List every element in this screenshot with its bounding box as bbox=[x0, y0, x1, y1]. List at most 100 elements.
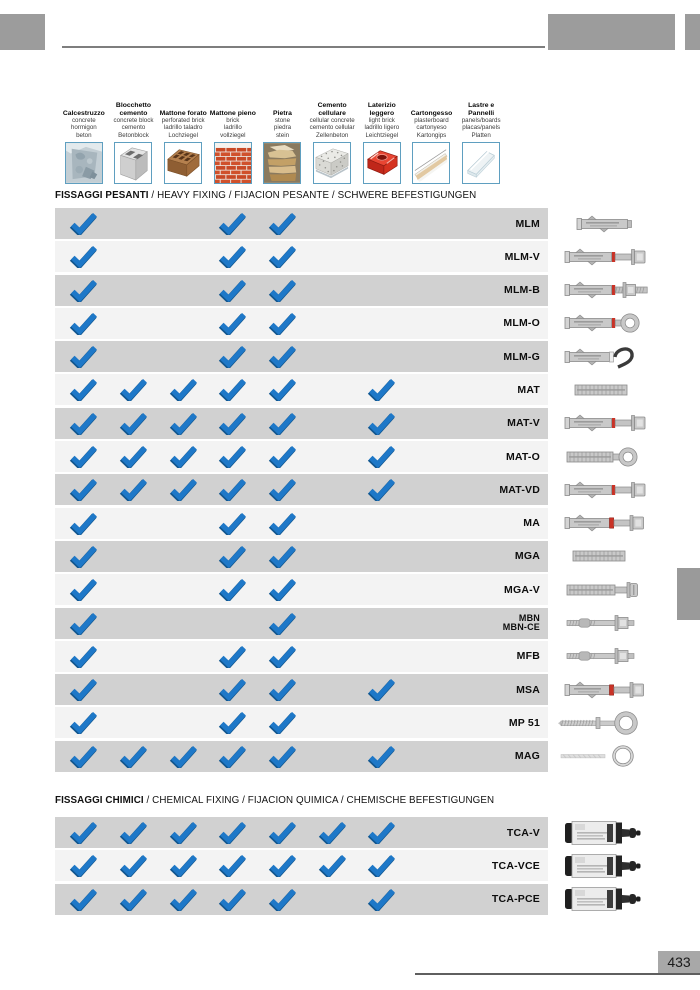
material-translation: beton bbox=[76, 131, 92, 139]
check-icon bbox=[119, 822, 147, 844]
compat-mat-v-mattone-forato bbox=[158, 408, 208, 439]
compat-mfb-calcestruzzo bbox=[59, 641, 109, 672]
compat-mat-vd-mattone-forato bbox=[158, 474, 208, 505]
compat-mat-v-blocchetto-cemento bbox=[109, 408, 159, 439]
compat-tca-vce-mattone-forato bbox=[158, 850, 208, 881]
check-icon bbox=[318, 855, 346, 878]
material-translation: Leichtziegel bbox=[365, 131, 399, 139]
compat-mat-cemento-cellulare bbox=[307, 374, 357, 405]
compat-mlm-v-mattone-forato bbox=[158, 241, 208, 272]
compat-mlm-o-laterizio-leggero bbox=[357, 308, 407, 339]
compat-mag-calcestruzzo bbox=[59, 741, 109, 772]
check-icon bbox=[169, 822, 197, 844]
anchor-knurled-icon bbox=[557, 541, 654, 571]
material-name: Lastre e Pannelli bbox=[468, 101, 495, 117]
compatibility-checks bbox=[59, 341, 506, 372]
compat-tca-vce-cartongesso bbox=[407, 850, 457, 881]
compat-mfb-laterizio-leggero bbox=[357, 641, 407, 672]
compatibility-checks bbox=[59, 308, 506, 339]
compat-mat-vd-blocchetto-cemento bbox=[109, 474, 159, 505]
stone-icon bbox=[263, 142, 302, 184]
compat-msa-mattone-pieno bbox=[208, 674, 258, 705]
compat-mag-cemento-cellulare bbox=[307, 741, 357, 772]
material-translation: ladrillo ligero bbox=[364, 124, 400, 132]
compat-mga-v-laterizio-leggero bbox=[357, 574, 407, 605]
anchor-red-collar-bolt-icon bbox=[557, 508, 654, 538]
compat-mat-o-pietra bbox=[258, 441, 308, 472]
anchor-sleeve-hook-icon bbox=[557, 342, 654, 372]
compat-tca-v-cartongesso bbox=[407, 817, 457, 848]
product-label: MLM-V bbox=[504, 250, 540, 263]
product-label: TCA-PCE bbox=[491, 893, 540, 906]
check-icon bbox=[70, 645, 98, 668]
anchor-sleeve-eye-icon bbox=[557, 308, 654, 338]
compat-mat-vd-calcestruzzo bbox=[59, 474, 109, 505]
section-title-chemical-fixing: FISSAGGI CHIMICI / CHEMICAL FIXING / FIJ… bbox=[55, 795, 494, 806]
compat-mga-calcestruzzo bbox=[59, 541, 109, 572]
compat-mag-laterizio-leggero bbox=[357, 741, 407, 772]
page-edge-tab bbox=[677, 568, 700, 620]
check-icon bbox=[318, 822, 346, 844]
compatibility-checks bbox=[59, 508, 506, 539]
check-icon bbox=[70, 312, 98, 335]
compat-mga-pietra bbox=[258, 541, 308, 572]
material-translation: concrete block bbox=[113, 117, 154, 125]
compat-mga-lastre-e-pannelli bbox=[456, 541, 506, 572]
compat-mlm-b-cemento-cellulare bbox=[307, 275, 357, 306]
compat-mag-pietra bbox=[258, 741, 308, 772]
compat-mlm-v-cartongesso bbox=[407, 241, 457, 272]
compat-mga-v-cartongesso bbox=[407, 574, 457, 605]
check-icon bbox=[169, 412, 197, 435]
compat-ma-lastre-e-pannelli bbox=[456, 508, 506, 539]
material-translation: Zellenbeton bbox=[315, 131, 349, 139]
check-icon bbox=[119, 745, 147, 768]
check-icon bbox=[70, 712, 98, 735]
compat-mat-vd-laterizio-leggero bbox=[357, 474, 407, 505]
compat-mat-o-laterizio-leggero bbox=[357, 441, 407, 472]
check-icon bbox=[70, 213, 98, 235]
compat-tca-pce-mattone-pieno bbox=[208, 884, 258, 915]
compat-mlm-v-lastre-e-pannelli bbox=[456, 241, 506, 272]
check-icon bbox=[70, 479, 98, 502]
anchor-sleeve-bolt-icon bbox=[557, 475, 654, 505]
material-name: Mattone pieno bbox=[209, 109, 256, 117]
check-icon bbox=[219, 855, 247, 878]
material-translation: light brick bbox=[368, 117, 395, 125]
check-icon bbox=[70, 412, 98, 435]
material-labels: Blocchetto cemento concrete block cemento B… bbox=[109, 92, 157, 139]
chemical-cartridge-icon bbox=[557, 884, 654, 914]
compat-mat-v-cartongesso bbox=[407, 408, 457, 439]
compat-mlm-o-mattone-forato bbox=[158, 308, 208, 339]
compat-mat-vd-mattone-pieno bbox=[208, 474, 258, 505]
compat-ma-mattone-pieno bbox=[208, 508, 258, 539]
compatibility-checks bbox=[59, 707, 506, 738]
compat-mfb-pietra bbox=[258, 641, 308, 672]
material-labels: Mattone forato perforated brick ladrillo t… bbox=[160, 92, 207, 139]
header-right-block bbox=[548, 14, 675, 50]
compat-mat-mattone-forato bbox=[158, 374, 208, 405]
check-icon bbox=[268, 379, 296, 402]
compat-mga-v-pietra bbox=[258, 574, 308, 605]
check-icon bbox=[119, 379, 147, 402]
compatibility-checks bbox=[59, 241, 506, 272]
check-icon bbox=[268, 512, 296, 535]
compatibility-checks bbox=[59, 574, 506, 605]
check-icon bbox=[219, 679, 247, 702]
material-labels: Mattone pieno brick ladrillo vollziegel bbox=[210, 92, 256, 139]
material-translation: stone bbox=[274, 117, 291, 125]
compat-mat-o-mattone-forato bbox=[158, 441, 208, 472]
compat-mat-v-pietra bbox=[258, 408, 308, 439]
material-translation: vollziegel bbox=[220, 131, 246, 139]
check-icon bbox=[70, 888, 98, 911]
compat-mlm-b-laterizio-leggero bbox=[357, 275, 407, 306]
material-name: Laterizio leggero bbox=[367, 101, 396, 117]
material-translation: cartonyeso bbox=[416, 124, 447, 132]
material-labels: Calcestruzzo concrete hormigon beton bbox=[63, 92, 105, 139]
compat-mat-o-cemento-cellulare bbox=[307, 441, 357, 472]
compat-mga-mattone-pieno bbox=[208, 541, 258, 572]
compat-mp-51-blocchetto-cemento bbox=[109, 707, 159, 738]
materials-header: Calcestruzzo concrete hormigon beton Blocche… bbox=[59, 92, 506, 184]
compat-tca-v-calcestruzzo bbox=[59, 817, 109, 848]
material-translation: stein bbox=[275, 131, 290, 139]
anchor-wedge-icon bbox=[557, 608, 654, 638]
